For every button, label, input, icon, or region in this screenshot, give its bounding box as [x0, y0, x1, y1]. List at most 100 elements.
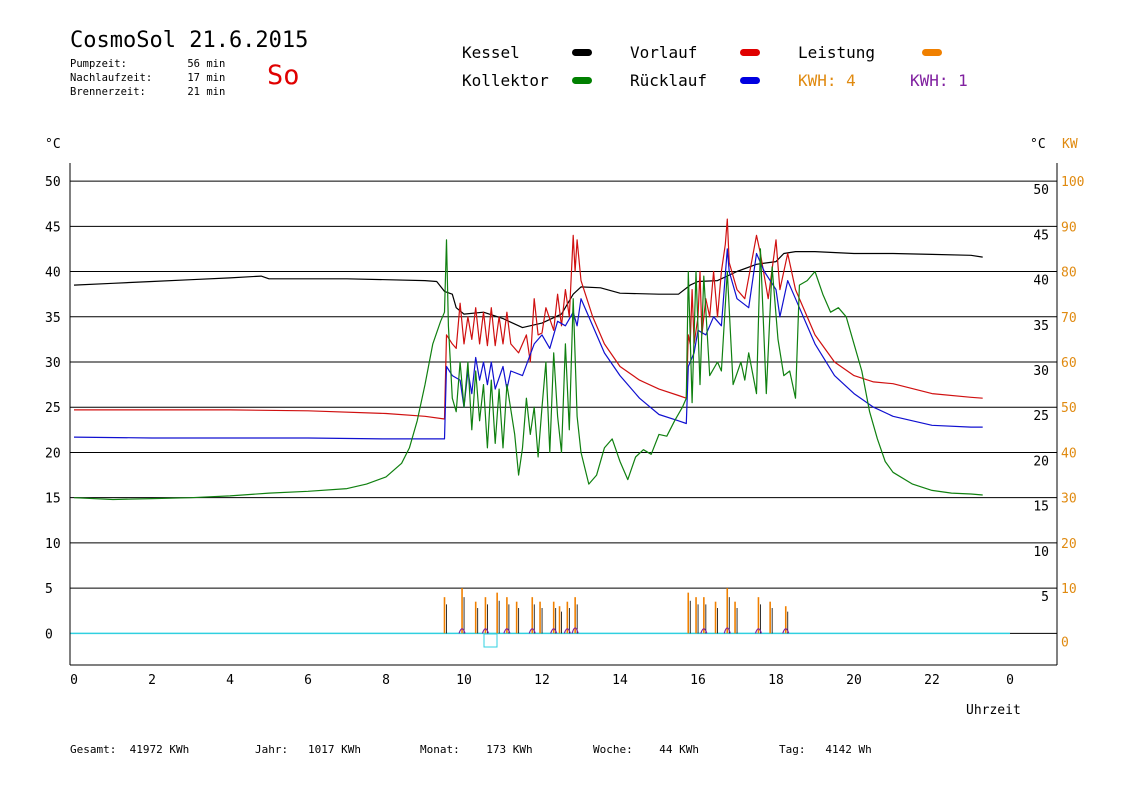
x-tick-label: 4: [226, 673, 234, 688]
kw-tick-label: 10: [1061, 582, 1077, 597]
info-label: Nachlaufzeit:: [70, 72, 153, 84]
left-unit-label: °C: [45, 137, 61, 152]
footer-label: Jahr:: [255, 743, 289, 756]
kwh-purple-bump: [754, 628, 763, 634]
x-tick-label: 20: [846, 673, 862, 688]
kwh-purple-bump: [782, 628, 790, 634]
footer-value: 44 KWh: [659, 743, 699, 756]
y-tick-label: 35: [45, 311, 61, 326]
x-tick-label: 8: [382, 673, 390, 688]
footer-label: Gesamt:: [70, 743, 117, 756]
legend-leistung: Leistung: [798, 43, 876, 62]
legend-vorlauf: Vorlauf: [630, 43, 698, 62]
data-series: [73, 218, 983, 634]
kwh-purple-bump: [723, 627, 731, 634]
y-right-tick-label: 45: [1033, 228, 1049, 243]
legend-swatch-leistung: [922, 49, 942, 56]
y-tick-label: 0: [45, 627, 53, 642]
footer-label: Woche:: [593, 743, 633, 756]
y-right-tick-label: 15: [1033, 500, 1049, 515]
tick-labels: 0510152025303540455051015202530354045500…: [45, 175, 1084, 688]
legend-kollektor: Kollektor: [462, 71, 549, 90]
y-right-tick-label: 5: [1041, 590, 1049, 605]
legend-swatch-vorlauf: [740, 49, 760, 56]
y-right-tick-label: 40: [1033, 274, 1049, 289]
y-tick-label: 50: [45, 175, 61, 190]
info-unit: min: [206, 58, 226, 70]
series-kollektor: [73, 239, 983, 501]
footer-value: 41972 KWh: [129, 743, 190, 756]
footer-tag: Tag: 4142 Wh: [779, 743, 872, 756]
x-tick-label: 22: [924, 673, 940, 688]
kw-tick-label: 50: [1061, 401, 1077, 416]
x-tick-label: 16: [690, 673, 706, 688]
x-tick-label: 0: [70, 673, 78, 688]
info-brennerzeit: Brennerzeit: 21 min: [70, 86, 225, 98]
info-pumpzeit: Pumpzeit: 56 min: [70, 58, 225, 70]
legend-ruecklauf: Rücklauf: [630, 71, 708, 90]
y-right-tick-label: 20: [1033, 454, 1049, 469]
kwh-purple-label: KWH: 1: [910, 71, 968, 90]
info-label: Brennerzeit:: [70, 86, 146, 98]
kw-tick-label: 60: [1061, 356, 1077, 371]
y-right-tick-label: 35: [1033, 319, 1049, 334]
kwh-orange-label: KWH: 4: [798, 71, 856, 90]
kw-unit-label: KW: [1062, 137, 1078, 152]
x-tick-label: 2: [148, 673, 156, 688]
kwh-purple-bump: [563, 628, 571, 634]
y-tick-label: 10: [45, 537, 61, 552]
y-tick-label: 20: [45, 446, 61, 461]
kw-tick-label: 20: [1061, 537, 1077, 552]
kw-tick-label: 100: [1061, 175, 1084, 190]
kw-tick-label: 30: [1061, 492, 1077, 507]
x-tick-label: 12: [534, 673, 550, 688]
kw-tick-label: 90: [1061, 220, 1077, 235]
footer-woche: Woche: 44 KWh: [593, 743, 699, 756]
info-value: 21: [187, 86, 200, 98]
time-marker: [483, 633, 498, 648]
x-axis-label: Uhrzeit: [966, 703, 1021, 718]
x-tick-label: 6: [304, 673, 312, 688]
kw-tick-label: 70: [1061, 311, 1077, 326]
info-label: Pumpzeit:: [70, 58, 127, 70]
y-tick-label: 40: [45, 266, 61, 281]
legend-swatch-kollektor: [572, 77, 592, 84]
footer-jahr: Jahr: 1017 KWh: [255, 743, 361, 756]
kwh-purple-bump: [481, 628, 490, 634]
kwh-purple-bump: [528, 628, 536, 634]
footer-value: 173 KWh: [486, 743, 533, 756]
page-title: CosmoSol 21.6.2015: [70, 28, 309, 53]
y-tick-label: 5: [45, 582, 53, 597]
chart-axes: [69, 163, 1058, 666]
y-tick-label: 15: [45, 492, 61, 507]
info-value: 17: [187, 72, 200, 84]
legend-kessel: Kessel: [462, 43, 520, 62]
y-tick-label: 25: [45, 401, 61, 416]
footer-value: 1017 KWh: [308, 743, 361, 756]
legend-swatch-ruecklauf: [740, 77, 760, 84]
y-tick-label: 45: [45, 220, 61, 235]
legend-swatch-kessel: [572, 49, 592, 56]
kw-tick-label: 40: [1061, 446, 1077, 461]
kwh-purple-bump: [550, 628, 558, 634]
info-unit: min: [206, 86, 226, 98]
x-tick-label: 14: [612, 673, 628, 688]
kwh-purple-bump: [571, 627, 579, 634]
footer-value: 4142 Wh: [825, 743, 872, 756]
footer-monat: Monat: 173 KWh: [420, 743, 533, 756]
x-tick-label: 18: [768, 673, 784, 688]
weekday-label: So: [267, 60, 300, 91]
x-tick-label: 0: [1006, 673, 1014, 688]
info-nachlaufzeit: Nachlaufzeit: 17 min: [70, 72, 225, 84]
y-right-tick-label: 30: [1033, 364, 1049, 379]
series-kessel: [73, 251, 983, 329]
footer-label: Tag:: [779, 743, 806, 756]
y-right-tick-label: 25: [1033, 409, 1049, 424]
kwh-purple-bump: [700, 628, 708, 634]
y-tick-label: 30: [45, 356, 61, 371]
y-right-tick-label: 50: [1033, 183, 1049, 198]
kw-tick-label: 80: [1061, 266, 1077, 281]
footer-label: Monat:: [420, 743, 460, 756]
kwh-purple-bump: [503, 628, 511, 634]
